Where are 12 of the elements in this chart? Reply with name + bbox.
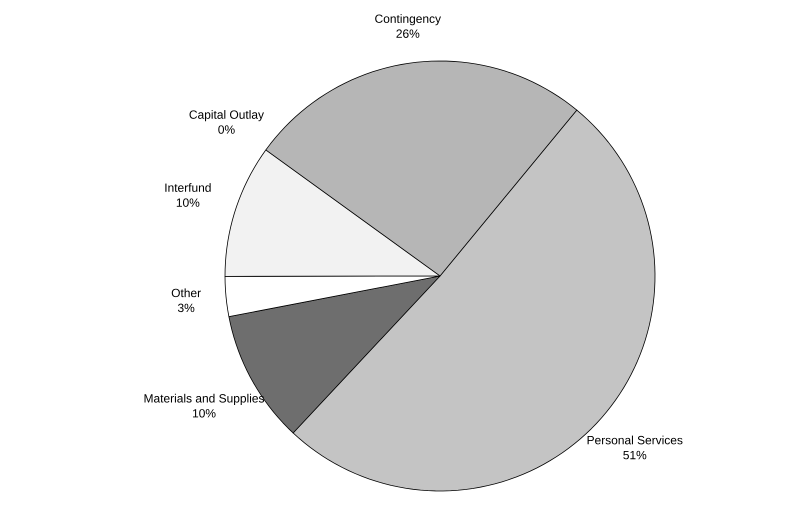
slice-label: Materials and Supplies [144,394,264,405]
slice-label: Personal Services [588,436,682,444]
data-label: 51% [623,450,646,460]
data-label: 26% [396,29,420,38]
category-label: Capital Outlay [190,110,264,122]
slice-label: Interfund [165,183,211,192]
data-label: 3% [178,304,194,312]
data-label: 10% [192,409,216,418]
text: 0% [218,125,235,134]
data-label: 10% [176,198,200,207]
slice-label: Contingency [375,14,441,26]
slice-label: Other [172,288,201,298]
